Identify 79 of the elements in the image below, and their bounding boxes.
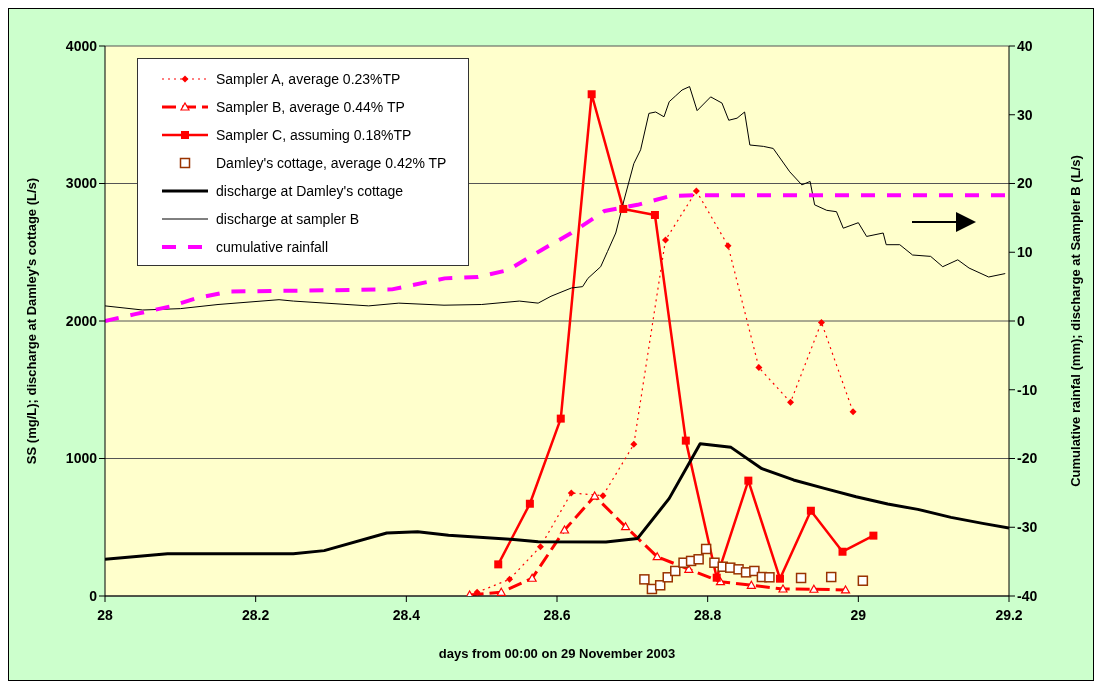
- legend-label: discharge at sampler B: [216, 211, 360, 227]
- point: [775, 574, 784, 583]
- legend-label: Sampler A, average 0.23%TP: [216, 71, 401, 87]
- point: [556, 414, 565, 423]
- point: [795, 572, 807, 584]
- x-axis-title: days from 00:00 on 29 November 2003: [438, 646, 676, 661]
- y-tick-label: 4000: [65, 37, 98, 54]
- y2-tick-label: 40: [1017, 37, 1033, 54]
- x-tick-label: 29.2: [995, 606, 1023, 623]
- point: [496, 587, 506, 596]
- legend-label: Sampler C, assuming 0.18%TP: [216, 127, 412, 143]
- point: [806, 506, 815, 515]
- point: [652, 552, 662, 561]
- y-tick-label: 2000: [65, 312, 98, 329]
- point: [809, 584, 819, 593]
- y2-tick-label: -40: [1017, 587, 1038, 604]
- point: [494, 560, 503, 569]
- point: [587, 90, 596, 99]
- point: [787, 398, 795, 406]
- point: [709, 557, 720, 568]
- point: [536, 543, 544, 551]
- x-tick-label: 29: [850, 606, 867, 623]
- point: [590, 491, 600, 500]
- legend-label: Sampler B, average 0.44% TP: [216, 99, 405, 115]
- point: [817, 318, 825, 326]
- point: [619, 204, 628, 213]
- point: [849, 408, 857, 416]
- point: [857, 575, 869, 586]
- x-tick-label: 28.6: [543, 606, 571, 623]
- y-axis-title: SS (mg/L); discharge at Damley's cottage (L/s): [23, 177, 39, 465]
- point: [755, 364, 763, 372]
- point: [724, 242, 732, 250]
- y2-axis-title: Cumulative rainfal (mm); discharge at Sampler B (L/s): [1067, 155, 1083, 487]
- point: [661, 236, 669, 244]
- point: [712, 573, 721, 582]
- y2-tick-label: 20: [1017, 175, 1033, 192]
- point: [838, 547, 847, 556]
- y2-tick-label: 10: [1017, 244, 1033, 261]
- y-tick-label: 3000: [65, 175, 98, 192]
- point: [506, 575, 514, 583]
- point: [567, 489, 575, 497]
- point: [840, 585, 851, 594]
- point: [654, 580, 666, 591]
- y2-tick-label: -10: [1017, 381, 1038, 398]
- point: [692, 187, 700, 195]
- y2-tick-label: 0: [1017, 312, 1025, 329]
- x-tick-label: 28.8: [694, 606, 722, 623]
- point: [650, 210, 659, 219]
- point: [869, 531, 878, 540]
- x-tick-label: 28.4: [392, 606, 421, 623]
- y-tick-label: 0: [89, 587, 98, 604]
- point: [764, 572, 775, 583]
- x-tick-label: 28.2: [242, 606, 270, 623]
- point: [662, 572, 673, 583]
- point: [525, 499, 534, 508]
- legend-label: Damley's cottage, average 0.42% TP: [216, 155, 447, 171]
- x-tick-label: 28: [97, 606, 113, 623]
- y2-tick-label: -30: [1017, 519, 1038, 536]
- legend-label: cumulative rainfall: [216, 239, 329, 255]
- point: [620, 522, 631, 531]
- point: [473, 588, 481, 596]
- point: [630, 440, 638, 448]
- y2-tick-label: 30: [1017, 106, 1033, 123]
- point: [746, 580, 756, 589]
- point: [639, 574, 650, 585]
- point: [700, 543, 712, 555]
- point: [778, 584, 788, 593]
- point: [559, 525, 570, 534]
- point: [749, 565, 760, 577]
- point: [599, 492, 607, 500]
- y2-tick-label: -20: [1017, 450, 1038, 467]
- point: [527, 573, 537, 582]
- point: [744, 476, 753, 485]
- point: [825, 571, 837, 583]
- point: [693, 554, 704, 565]
- y-tick-label: 1000: [65, 450, 98, 467]
- point: [681, 436, 690, 445]
- legend-label: discharge at Damley's cottage: [216, 183, 404, 199]
- point: [670, 565, 681, 577]
